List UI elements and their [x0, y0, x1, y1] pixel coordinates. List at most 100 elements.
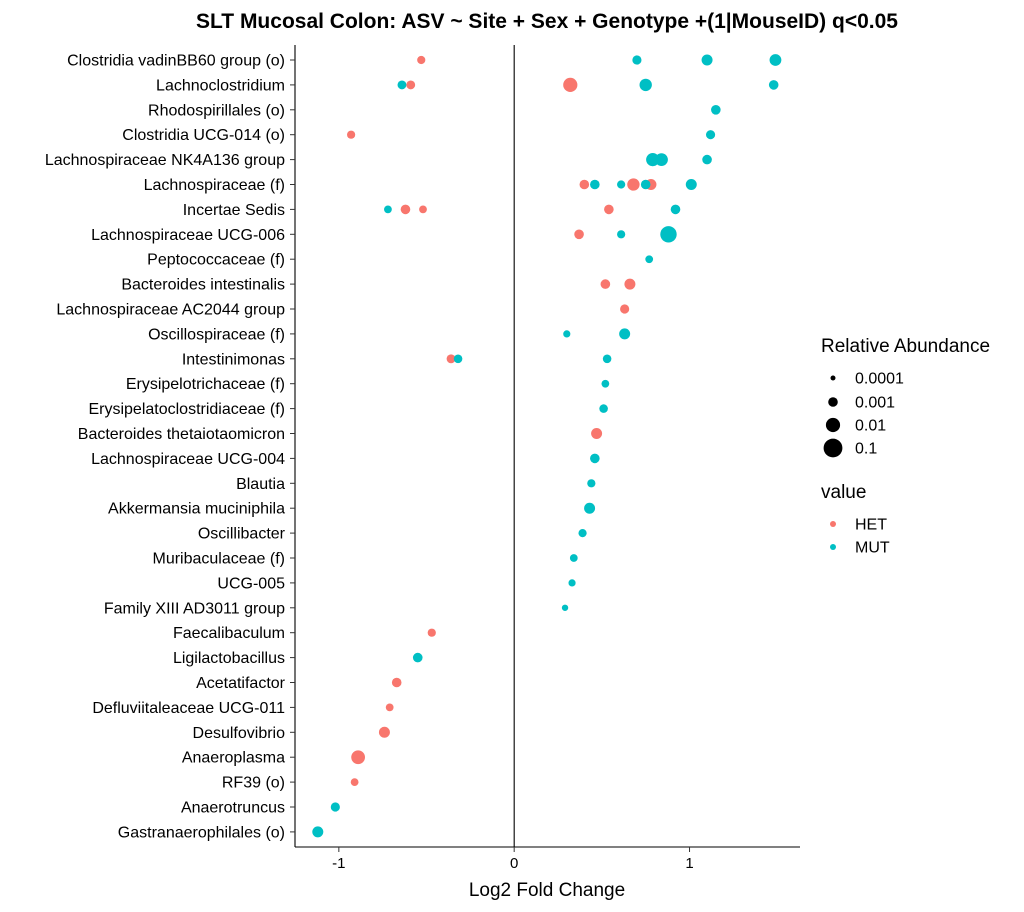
x-tick-label: -1 [332, 855, 345, 872]
data-point-mut [670, 204, 681, 215]
data-point-mut [561, 604, 569, 611]
data-point-mut [584, 502, 596, 514]
y-tick-label: Faecalibaculum [173, 625, 285, 642]
data-point-het [563, 77, 578, 92]
data-point-het [406, 80, 416, 90]
size-legend-label: 0.0001 [855, 371, 904, 388]
data-point-mut [617, 230, 626, 239]
data-point-mut [599, 404, 608, 413]
size-legend-key [825, 417, 841, 433]
data-point-het [378, 726, 390, 738]
x-tick-label: 0 [510, 855, 518, 872]
size-legend-key [823, 438, 843, 458]
data-point-mut [587, 479, 596, 488]
data-point-mut [705, 130, 716, 140]
y-tick-label: Incertae Sedis [183, 202, 285, 219]
data-point-het [600, 279, 611, 289]
data-point-het [579, 179, 590, 190]
y-tick-label: Lachnospiraceae UCG-006 [91, 227, 285, 244]
size-legend-label: 0.1 [855, 441, 877, 458]
data-point-het [417, 55, 426, 65]
x-tick-label: 1 [685, 855, 693, 872]
y-tick-label: RF39 (o) [222, 775, 285, 792]
data-point-mut [563, 330, 571, 338]
size-legend-key [830, 375, 836, 381]
data-point-mut [590, 179, 600, 190]
data-point-mut [578, 528, 587, 538]
data-point-het [400, 204, 411, 215]
data-point-het [446, 354, 456, 364]
data-point-het [385, 703, 394, 712]
data-point-mut [617, 180, 626, 189]
data-point-mut [397, 80, 407, 90]
y-tick-label: Lachnospiraceae NK4A136 group [45, 152, 285, 169]
y-tick-label: Akkermansia muciniphila [108, 501, 285, 518]
y-tick-label: UCG-005 [217, 575, 285, 592]
y-tick-label: Family XIII AD3011 group [104, 600, 285, 617]
data-point-mut [569, 554, 578, 562]
data-point-mut [619, 328, 631, 340]
y-tick-label: Bacteroides thetaiotaomicron [78, 426, 285, 443]
data-point-het [624, 278, 636, 290]
y-tick-label: Clostridia vadinBB60 group (o) [67, 53, 285, 70]
data-point-mut [384, 205, 392, 214]
y-tick-label: Gastranaerophilales (o) [118, 824, 285, 841]
y-tick-label: Oscillospiraceae (f) [148, 326, 285, 343]
y-tick-label: Acetatifactor [196, 675, 286, 692]
data-point-mut [312, 826, 324, 838]
data-point-mut [655, 153, 668, 167]
y-tick-label: Bacteroides intestinalis [121, 277, 285, 294]
data-point-mut [701, 54, 713, 66]
data-point-het [574, 229, 584, 240]
color-legend-label: MUT [855, 540, 890, 557]
y-tick-label: Anaerotruncus [181, 800, 285, 817]
y-tick-label: Peptococcaceae (f) [147, 252, 285, 269]
data-point-mut [412, 652, 423, 663]
size-legend-key [828, 397, 838, 407]
data-point-mut [453, 354, 463, 364]
data-point-mut [711, 105, 721, 115]
data-point-het [620, 304, 630, 314]
data-point-het [347, 130, 356, 139]
y-tick-label: Blautia [236, 476, 285, 493]
data-point-mut [330, 802, 340, 812]
y-tick-label: Anaeroplasma [182, 750, 285, 767]
data-point-het [419, 205, 427, 214]
color-legend-label: HET [855, 517, 887, 534]
y-tick-label: Lachnospiraceae UCG-004 [91, 451, 285, 468]
y-tick-label: Muribaculaceae (f) [153, 551, 286, 568]
data-point-mut [632, 55, 642, 65]
y-tick-label: Defluviitaleaceae UCG-011 [92, 700, 285, 717]
data-point-mut [768, 80, 779, 90]
data-point-mut [702, 154, 712, 165]
data-point-het [591, 428, 603, 439]
data-point-mut [590, 453, 600, 464]
x-axis-title: Log2 Fold Change [469, 880, 625, 901]
y-tick-label: Intestinimonas [182, 351, 285, 368]
data-point-het [627, 178, 640, 191]
data-point-het [427, 628, 436, 637]
data-point-mut [601, 379, 610, 388]
y-tick-label: Erysipelotrichaceae (f) [126, 376, 285, 393]
color-legend-key-mut [830, 544, 836, 550]
data-point-mut [769, 54, 782, 66]
data-point-mut [640, 179, 651, 190]
data-point-het [604, 204, 614, 215]
y-tick-label: Lachnospiraceae AC2044 group [56, 302, 285, 319]
data-point-mut [639, 78, 652, 92]
data-point-het [391, 677, 402, 688]
y-tick-label: Desulfovibrio [193, 725, 286, 742]
y-tick-label: Lachnoclostridium [156, 77, 285, 94]
data-point-mut [645, 255, 654, 264]
data-point-mut [602, 354, 612, 364]
y-tick-label: Oscillibacter [198, 526, 286, 543]
plot-area: -1 0 1 Clostridia vadinBB60 group (o) Lachno… [45, 45, 800, 872]
legend: Relative Abundance value 0.0001 0.001 0.01… [821, 336, 990, 557]
chart-title: SLT Mucosal Colon: ASV ~ Site + Sex + Ge… [196, 10, 898, 33]
y-tick-label: Clostridia UCG-014 (o) [122, 127, 285, 144]
data-point-mut [685, 179, 697, 190]
data-point-het [351, 750, 366, 765]
y-tick-label: Ligilactobacillus [173, 650, 285, 667]
size-legend-title: Relative Abundance [821, 336, 990, 357]
